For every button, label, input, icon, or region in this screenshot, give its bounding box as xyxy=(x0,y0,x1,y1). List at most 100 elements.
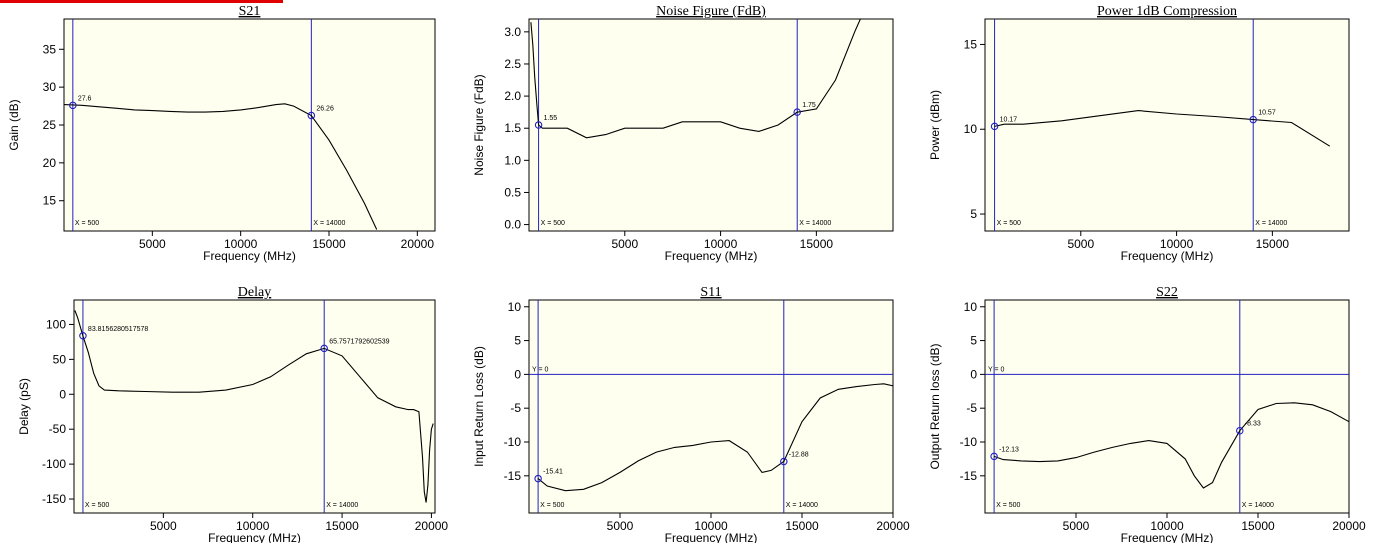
y-tick-label: 0 xyxy=(59,387,66,401)
marker-label: -15.41 xyxy=(543,469,563,476)
series-line xyxy=(994,110,1331,147)
x-tick-label: 10000 xyxy=(694,519,728,533)
y-tick-label: 0.5 xyxy=(504,185,521,199)
y-tick-label: -5 xyxy=(510,401,521,415)
y-tick-label: 1.5 xyxy=(504,121,521,135)
y-tick-label: 5 xyxy=(514,334,521,348)
chart-panel: Power 1dB Compression 5000 10000 15000 5 10 15… xyxy=(928,4,1350,263)
x-tick-label: 15000 xyxy=(1241,519,1275,533)
x-tick-label: 5000 xyxy=(611,237,638,251)
marker-point xyxy=(307,111,316,120)
y-tick-label: 0 xyxy=(970,367,977,381)
y-tick-label: 5 xyxy=(970,334,977,348)
marker-point xyxy=(79,332,87,340)
y-axis-label: Input Return Loss (dB) xyxy=(472,346,486,467)
y-tick-label: 2.5 xyxy=(504,57,521,71)
x-tick-label: 15000 xyxy=(312,237,346,251)
vline-label: X = 500 xyxy=(85,502,109,509)
y-tick-label: 50 xyxy=(53,352,67,366)
vline-label: X = 500 xyxy=(997,220,1021,227)
y-tick-label: 100 xyxy=(46,317,66,331)
vline-label: X = 500 xyxy=(540,502,564,509)
y-tick-label: 5 xyxy=(970,207,977,221)
y-tick-label: 15 xyxy=(43,194,57,208)
series-line xyxy=(993,402,1350,489)
marker-point xyxy=(534,121,543,129)
marker-point xyxy=(69,101,77,110)
y-tick-label: 15 xyxy=(964,37,978,51)
series-line xyxy=(537,383,894,492)
y-axis-label: Gain (dB) xyxy=(7,99,21,150)
x-axis-label: Frequency (MHz) xyxy=(1121,249,1214,263)
chart-title: S11 xyxy=(700,285,721,300)
y-axis-label: Noise Figure (FdB) xyxy=(472,74,486,175)
marker-label: 10.57 xyxy=(1258,110,1276,117)
x-tick-label: 10000 xyxy=(1150,519,1184,533)
marker-label: 83.8156280517578 xyxy=(88,326,148,333)
series-line xyxy=(74,310,434,503)
marker-point xyxy=(1236,426,1244,435)
marker-label: 27.6 xyxy=(78,95,92,102)
plot-area xyxy=(528,299,894,514)
y-tick-label: -50 xyxy=(49,422,67,436)
y-tick-label: -10 xyxy=(504,435,522,449)
hline-label: Y = 0 xyxy=(988,366,1005,373)
y-tick-label: 10 xyxy=(964,122,978,136)
x-tick-label: 10000 xyxy=(236,519,270,533)
x-tick-label: 15000 xyxy=(325,519,359,533)
y-tick-label: 25 xyxy=(43,118,57,132)
marker-label: -12.13 xyxy=(999,446,1019,453)
x-tick-label: 15000 xyxy=(800,237,834,251)
plot-area xyxy=(63,18,436,232)
marker-point xyxy=(780,457,788,466)
vline-label: X = 14000 xyxy=(786,502,818,509)
y-tick-label: -15 xyxy=(504,469,522,483)
vline-label: X = 14000 xyxy=(313,220,345,227)
x-axis-label: Frequency (MHz) xyxy=(208,531,301,543)
chart-panel: Delay 5000 10000 15000 20000 -150 -100 -50 0 50 10… xyxy=(17,285,448,543)
marker-label: -12.88 xyxy=(789,451,809,458)
plot-area xyxy=(984,18,1350,232)
marker-point xyxy=(990,452,998,461)
vline-label: X = 14000 xyxy=(1255,220,1287,227)
marker-label: 65.7571792602539 xyxy=(329,338,389,345)
x-tick-label: 20000 xyxy=(1332,519,1366,533)
marker-point xyxy=(1249,115,1257,124)
hline-label: Y = 0 xyxy=(532,366,549,373)
y-tick-label: 10 xyxy=(508,300,522,314)
y-tick-label: 3.0 xyxy=(504,25,521,39)
chart-panel: S21 5000 10000 15000 20000 15 20 25 30 35 Frequenc… xyxy=(7,4,436,263)
marker-point xyxy=(990,122,999,131)
plot-area xyxy=(984,299,1350,514)
x-axis-label: Frequency (MHz) xyxy=(665,249,758,263)
vline-label: X = 14000 xyxy=(326,502,358,509)
x-axis-label: Frequency (MHz) xyxy=(203,249,296,263)
x-tick-label: 5000 xyxy=(607,519,634,533)
y-axis-label: Output Return loss (dB) xyxy=(928,343,942,469)
y-tick-label: 0.0 xyxy=(504,218,521,232)
marker-label: 26.26 xyxy=(316,105,334,112)
x-tick-label: 5000 xyxy=(150,519,177,533)
y-tick-label: -5 xyxy=(966,401,977,415)
y-tick-label: 0 xyxy=(514,367,521,381)
chart-panel: S11 5000 10000 15000 20000 -15 -10 -5 0 5 10 Freque… xyxy=(472,285,910,543)
plot-area xyxy=(528,18,894,232)
x-tick-label: 20000 xyxy=(415,519,449,533)
y-tick-label: -15 xyxy=(960,469,978,483)
marker-point xyxy=(534,474,542,483)
chart-title: S21 xyxy=(239,4,261,19)
chart-title: S22 xyxy=(1156,285,1178,300)
chart-title: Noise Figure (FdB) xyxy=(656,4,766,19)
y-tick-label: -150 xyxy=(42,492,66,506)
x-tick-label: 20000 xyxy=(401,237,435,251)
marker-label: 10.17 xyxy=(1000,116,1018,123)
y-axis-label: Power (dBm) xyxy=(928,90,942,160)
vline-label: X = 500 xyxy=(75,220,99,227)
chart-title: Delay xyxy=(238,285,271,300)
x-tick-label: 5000 xyxy=(1063,519,1090,533)
x-tick-label: 10000 xyxy=(224,237,258,251)
y-tick-label: 35 xyxy=(43,42,57,56)
y-tick-label: -10 xyxy=(960,435,978,449)
vline-label: X = 14000 xyxy=(1242,502,1274,509)
y-tick-label: -100 xyxy=(42,457,66,471)
